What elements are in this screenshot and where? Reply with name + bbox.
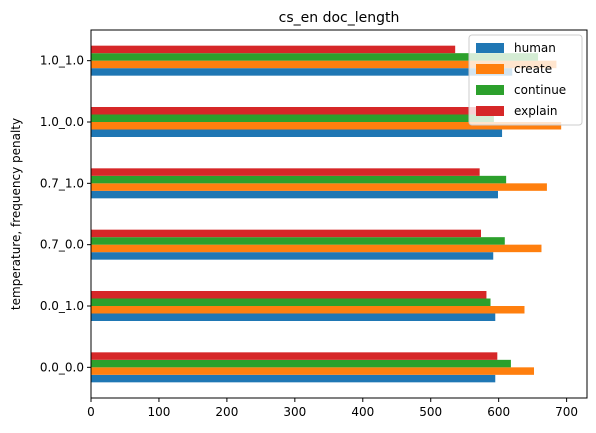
legend-label-create: create	[514, 62, 552, 76]
legend-swatch-continue	[476, 85, 504, 95]
legend-swatch-human	[476, 43, 504, 53]
bar-human-0.7_1.0	[91, 190, 498, 199]
bar-continue-0.7_1.0	[91, 175, 507, 184]
bar-create-0.0_0.0	[91, 367, 535, 375]
x-tick-label: 500	[419, 405, 442, 419]
bar-create-0.0_1.0	[91, 306, 525, 314]
chart-title: cs_en doc_length	[279, 10, 400, 26]
bar-explain-1.0_0.0	[91, 107, 494, 115]
legend-swatch-create	[476, 64, 504, 74]
x-tick-label: 600	[487, 405, 510, 419]
bar-continue-0.0_0.0	[91, 359, 511, 368]
y-tick-label: 0.7_0.0	[40, 238, 84, 252]
bar-human-1.0_0.0	[91, 129, 503, 137]
legend-box	[468, 34, 583, 126]
y-tick-label: 0.0_0.0	[40, 360, 84, 374]
y-tick-label: 0.7_1.0	[40, 176, 84, 190]
bar-create-0.7_0.0	[91, 244, 542, 253]
bar-human-0.0_0.0	[91, 374, 496, 383]
x-tick-label: 700	[555, 405, 578, 419]
bar-continue-1.0_1.0	[91, 53, 539, 61]
bar-explain-0.0_1.0	[91, 291, 487, 299]
bar-continue-0.0_1.0	[91, 298, 491, 306]
x-tick-label: 200	[215, 405, 238, 419]
y-axis-ticks: 0.0_0.0 0.0_1.0 0.7_0.0 0.7_1.0 1.0_0.0 1.0_1…	[40, 54, 91, 374]
y-tick-label: 1.0_1.0	[40, 54, 84, 68]
y-tick-label: 0.0_1.0	[40, 299, 84, 313]
y-tick-label: 1.0_0.0	[40, 115, 84, 129]
bar-human-0.0_1.0	[91, 313, 496, 321]
legend-label-explain: explain	[514, 104, 558, 118]
bar-create-0.7_1.0	[91, 183, 547, 191]
bar-explain-0.7_1.0	[91, 168, 480, 176]
y-axis-title: temperature, frequency penalty	[9, 118, 23, 310]
legend-swatch-explain	[476, 106, 504, 116]
legend: human create continue explain	[468, 34, 583, 126]
bar-human-1.0_1.0	[91, 68, 513, 76]
bar-explain-1.0_1.0	[91, 45, 456, 54]
bar-explain-0.7_0.0	[91, 229, 482, 238]
bars-group	[91, 45, 562, 383]
bar-continue-0.7_0.0	[91, 237, 505, 245]
bar-continue-1.0_0.0	[91, 114, 494, 122]
x-tick-label: 100	[147, 405, 170, 419]
plot-frame	[90, 29, 588, 399]
bar-create-1.0_1.0	[91, 60, 557, 69]
x-axis-ticks: 0 100 200 300 400 500 600 700	[87, 398, 578, 419]
x-tick-label: 400	[351, 405, 374, 419]
legend-label-human: human	[514, 41, 556, 55]
bar-create-1.0_0.0	[91, 122, 562, 130]
bar-explain-0.0_0.0	[91, 352, 498, 360]
legend-label-continue: continue	[514, 83, 566, 97]
bar-human-0.7_0.0	[91, 252, 494, 260]
x-tick-label: 0	[87, 405, 95, 419]
x-tick-label: 300	[283, 405, 306, 419]
